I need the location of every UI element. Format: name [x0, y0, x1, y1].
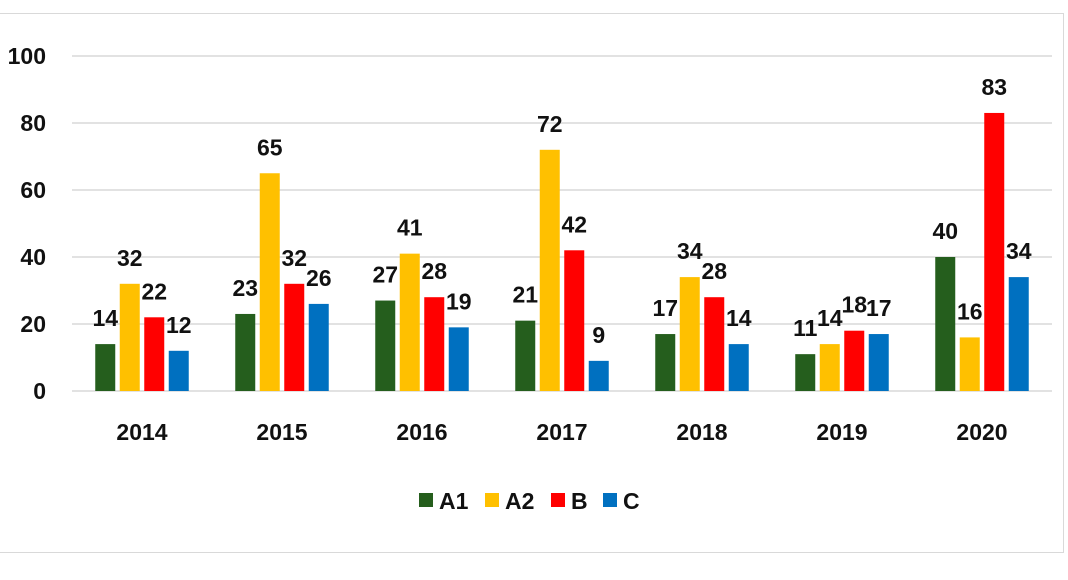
y-tick-label: 0 — [33, 378, 46, 404]
y-tick-label: 60 — [20, 177, 46, 203]
category-label: 2016 — [396, 419, 447, 445]
bar-b-2019 — [844, 330, 865, 391]
bar-a1-2020 — [935, 257, 956, 391]
category-label: 2018 — [676, 419, 727, 445]
bar-a1-2017 — [515, 320, 536, 391]
legend-label-a2: A2 — [505, 488, 534, 514]
y-axis-ticks: 0 20 40 60 80 100 — [8, 43, 46, 404]
bar-a2-2014 — [119, 283, 140, 391]
data-label: 42 — [561, 211, 587, 237]
bar-a1-2019 — [795, 354, 816, 391]
legend-label-c: C — [623, 488, 640, 514]
data-label: 28 — [701, 258, 727, 284]
bar-c-2016 — [448, 327, 469, 391]
bar-b-2017 — [564, 250, 585, 391]
legend-swatch-a1 — [419, 493, 433, 507]
bar-b-2020 — [984, 112, 1005, 391]
category-label: 2014 — [116, 419, 167, 445]
data-label: 22 — [141, 278, 167, 304]
data-label: 72 — [537, 111, 563, 137]
data-label: 9 — [592, 322, 605, 348]
data-label: 28 — [421, 258, 447, 284]
legend-swatch-b — [551, 493, 565, 507]
data-label: 14 — [817, 305, 843, 331]
data-label: 32 — [117, 245, 143, 271]
bar-a2-2015 — [259, 173, 280, 391]
bar-b-2014 — [144, 317, 165, 391]
data-label: 34 — [1006, 238, 1032, 264]
data-label: 83 — [981, 74, 1007, 100]
data-label: 11 — [793, 315, 818, 341]
legend-label-b: B — [571, 488, 588, 514]
legend-swatch-a2 — [485, 493, 499, 507]
bar-a2-2016 — [399, 253, 420, 391]
bar-a2-2018 — [679, 277, 700, 391]
category-label: 2020 — [956, 419, 1007, 445]
data-label: 27 — [372, 262, 398, 288]
y-tick-label: 80 — [20, 110, 46, 136]
bar-b-2018 — [704, 297, 725, 391]
data-label: 41 — [397, 215, 423, 241]
bar-b-2015 — [284, 283, 305, 391]
data-label: 32 — [281, 245, 307, 271]
bar-c-2015 — [308, 303, 329, 391]
category-label: 2015 — [256, 419, 307, 445]
data-label: 26 — [306, 265, 332, 291]
bar-a2-2020 — [959, 337, 980, 391]
legend: A1 A2 B C — [419, 488, 640, 514]
data-label: 65 — [257, 134, 283, 160]
category-label: 2017 — [536, 419, 587, 445]
bar-c-2018 — [728, 344, 749, 391]
data-label: 18 — [841, 292, 867, 318]
data-label: 21 — [512, 282, 538, 308]
data-label: 16 — [957, 298, 983, 324]
category-label: 2019 — [816, 419, 867, 445]
bar-c-2014 — [168, 350, 189, 391]
bar-c-2017 — [588, 360, 609, 391]
chart-frame — [0, 13, 1064, 553]
bar-a1-2016 — [375, 300, 396, 391]
bars — [95, 112, 1029, 391]
data-label: 23 — [232, 275, 258, 301]
legend-label-a1: A1 — [439, 488, 469, 514]
data-label: 12 — [166, 312, 192, 338]
data-label: 14 — [726, 305, 752, 331]
data-label: 14 — [92, 305, 118, 331]
data-label: 40 — [932, 218, 958, 244]
bar-a1-2014 — [95, 344, 116, 391]
y-tick-label: 20 — [20, 311, 46, 337]
bar-c-2020 — [1008, 277, 1029, 391]
bar-a2-2019 — [819, 344, 840, 391]
data-label: 17 — [652, 295, 678, 321]
data-label: 34 — [677, 238, 703, 264]
legend-swatch-c — [603, 493, 617, 507]
bar-b-2016 — [424, 297, 445, 391]
bar-a2-2017 — [539, 149, 560, 391]
bar-c-2019 — [868, 334, 889, 391]
data-label: 17 — [866, 295, 892, 321]
bar-a1-2018 — [655, 334, 676, 391]
y-tick-label: 100 — [8, 43, 46, 69]
x-axis-categories: 2014 2015 2016 2017 2018 2019 2020 — [116, 419, 1007, 445]
y-tick-label: 40 — [20, 244, 46, 270]
data-label: 19 — [446, 288, 472, 314]
bar-a1-2015 — [235, 313, 256, 391]
